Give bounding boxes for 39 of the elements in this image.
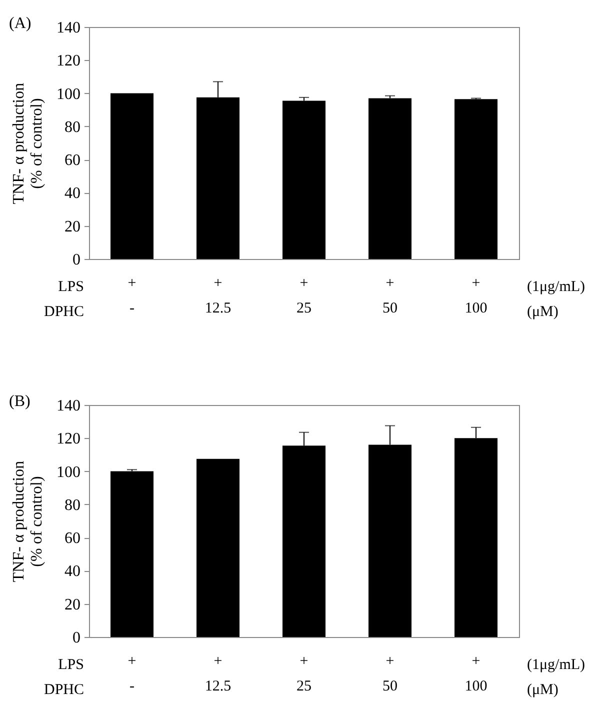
y-tick-label: 100 bbox=[56, 86, 80, 103]
text: (1μg/mL) bbox=[527, 279, 586, 295]
y-axis-title: TNF- α production (% of control) bbox=[10, 82, 46, 204]
y-tick-label: 60 bbox=[64, 530, 80, 548]
y-tick-label: 0 bbox=[72, 252, 80, 268]
y-tick-label: 60 bbox=[64, 152, 80, 170]
y-tick-label: 100 bbox=[56, 464, 80, 481]
x-tick-label: + 50 bbox=[382, 654, 398, 694]
text: LPS bbox=[58, 657, 84, 673]
y-tick-label: 120 bbox=[56, 430, 80, 448]
chart-title: (B) bbox=[9, 393, 30, 410]
x-tick-label: + 100 bbox=[464, 654, 488, 694]
y-tick-label: 40 bbox=[64, 563, 80, 580]
y-tick-label: 80 bbox=[64, 118, 80, 136]
y-tick-label: 80 bbox=[64, 496, 80, 514]
x-tick-label: + 12.5 bbox=[204, 276, 232, 316]
text: (μM) bbox=[527, 682, 558, 698]
text: (μM) bbox=[527, 304, 558, 320]
x-tick-label: + 25 bbox=[296, 276, 312, 316]
text: DPHC bbox=[44, 304, 84, 320]
y-tick-label: 40 bbox=[64, 185, 80, 202]
x-tick-label: + 50 bbox=[382, 276, 398, 316]
y-tick-label: 120 bbox=[56, 52, 80, 70]
y-tick-label: 140 bbox=[56, 20, 80, 36]
text: DPHC bbox=[44, 682, 84, 698]
chart-title: (A) bbox=[9, 15, 32, 32]
y-tick-label: 20 bbox=[64, 218, 80, 236]
text: (1μg/mL) bbox=[527, 657, 586, 673]
text: LPS bbox=[58, 279, 84, 295]
x-tick-label: + - bbox=[128, 276, 136, 316]
x-tick-label: + - bbox=[128, 654, 136, 694]
x-tick-label: + 25 bbox=[296, 654, 312, 694]
y-tick-label: 0 bbox=[72, 630, 80, 646]
y-tick-label: 20 bbox=[64, 596, 80, 614]
x-tick-label: + 100 bbox=[464, 276, 488, 316]
y-axis-title: TNF- α production (% of control) bbox=[10, 460, 46, 582]
bar bbox=[196, 458, 240, 637]
y-tick-label: 140 bbox=[56, 398, 80, 414]
x-tick-label: + 12.5 bbox=[204, 654, 232, 694]
